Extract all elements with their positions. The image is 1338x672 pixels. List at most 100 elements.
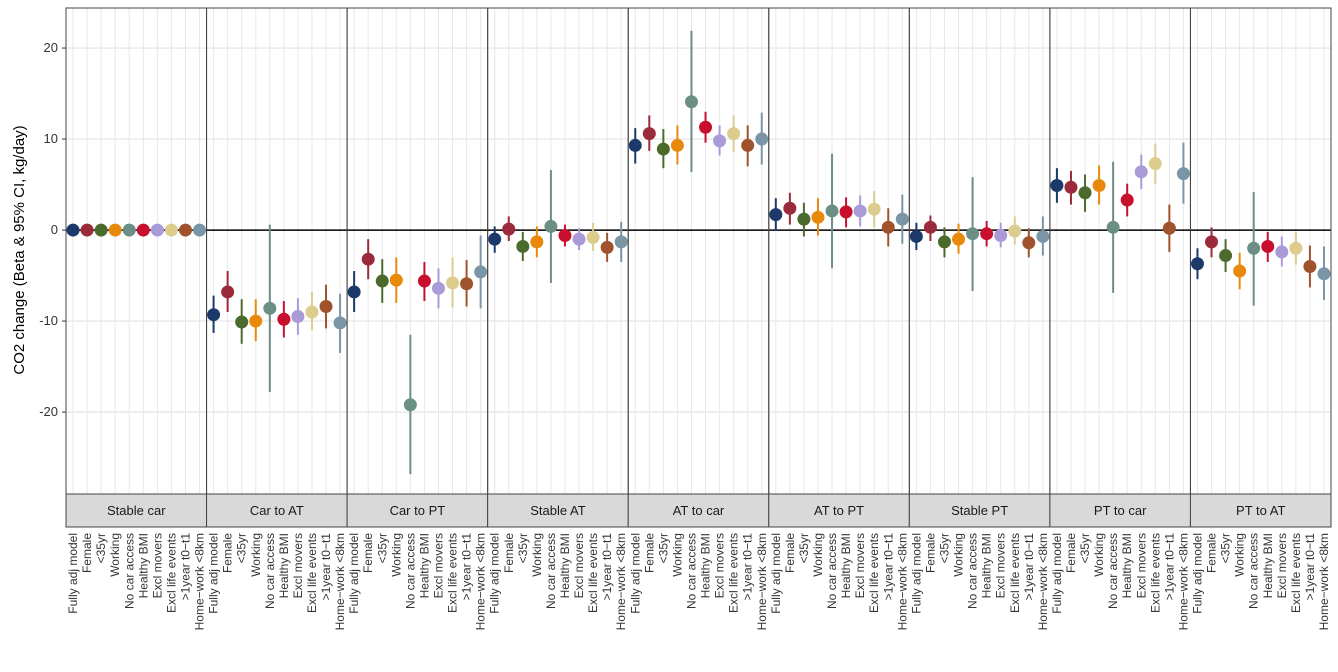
x-tick-label: Working [1233,533,1247,577]
x-tick-label: Excl life events [1008,533,1022,613]
point [1050,178,1064,192]
strip [1049,493,1191,528]
point [811,210,825,224]
point [249,314,263,328]
point [1036,229,1050,243]
point [333,316,347,330]
strip-label: Stable car [107,503,166,518]
x-tick-label: Home−work <8km [1317,533,1331,630]
x-tick-label: <35yr [1078,533,1092,563]
x-tick-label: Fully adj model [488,533,502,614]
point [207,308,221,322]
x-tick-label: >1year t0−t1 [741,533,755,601]
x-tick-label: Fully adj model [1190,533,1204,614]
point [291,310,305,324]
x-tick-label: <35yr [94,533,108,563]
strip-label: Stable PT [951,503,1008,518]
point [1275,245,1289,259]
point [1205,235,1219,249]
x-tick-label: >1year t0−t1 [1162,533,1176,601]
x-tick-label: Working [1092,533,1106,577]
point [839,205,853,219]
point [600,240,614,254]
x-tick-label: Excl movers [431,533,445,598]
point [797,212,811,226]
point [305,305,319,319]
x-tick-label: Female [502,533,516,573]
point [1134,165,1148,179]
point [516,239,530,253]
x-tick-label: Healthy BMI [136,533,150,598]
strip [908,493,1051,528]
x-tick-label: >1year t0−t1 [600,533,614,601]
point [1106,220,1120,234]
x-tick-label: Excl movers [713,533,727,598]
x-tick-label: Excl movers [291,533,305,598]
x-tick-label: <35yr [235,533,249,563]
x-tick-label: Female [221,533,235,573]
y-tick-label: -20 [39,404,58,419]
point [361,252,375,266]
point [530,235,544,249]
y-tick-label: -10 [39,313,58,328]
x-tick-label: Female [923,533,937,573]
point [431,281,445,295]
x-tick-label: Excl movers [1134,533,1148,598]
x-tick-label: Excl movers [572,533,586,598]
point [1247,241,1261,255]
point [699,120,713,134]
x-tick-label: No car access [403,533,417,609]
x-tick-label: <35yr [375,533,389,563]
x-tick-label: Fully adj model [628,533,642,614]
point [1022,236,1036,250]
x-tick-label: >1year t0−t1 [1303,533,1317,601]
x-tick-label: Fully adj model [1050,533,1064,614]
point [108,223,122,237]
x-tick-label: Home−work <8km [755,533,769,630]
x-tick-label: No car access [1106,533,1120,609]
x-tick-label: <35yr [937,533,951,563]
x-tick-label: >1year t0−t1 [460,533,474,601]
point [881,220,895,234]
point [1219,249,1233,263]
x-tick-label: Female [1205,533,1219,573]
x-tick-label: No car access [684,533,698,609]
point [1261,239,1275,253]
strip-label: Stable AT [530,503,585,518]
x-tick-label: Excl life events [446,533,460,613]
point [825,204,839,218]
point [150,223,164,237]
strip [65,493,208,528]
x-tick-label: Home−work <8km [193,533,207,630]
x-tick-label: Healthy BMI [277,533,291,598]
strip-label: PT to car [1094,503,1147,518]
point [586,230,600,244]
point [769,208,783,222]
x-tick-label: Healthy BMI [417,533,431,598]
point [895,212,909,226]
point [178,223,192,237]
x-tick-label: Healthy BMI [699,533,713,598]
point [755,132,769,146]
y-tick-label: 10 [44,131,58,146]
x-tick-label: Fully adj model [66,533,80,614]
point [783,201,797,215]
strip [487,493,629,528]
point [1148,157,1162,171]
x-tick-label: Healthy BMI [558,533,572,598]
x-tick-label: No car access [122,533,136,609]
x-tick-label: Working [670,533,684,577]
x-tick-label: Home−work <8km [1176,533,1190,630]
point [1064,180,1078,194]
point [1233,264,1247,278]
x-tick-label: Female [783,533,797,573]
point [952,232,966,246]
x-tick-label: Excl life events [1289,533,1303,613]
x-tick-label: Home−work <8km [1036,533,1050,630]
x-tick-label: Healthy BMI [1120,533,1134,598]
point [502,222,516,236]
strip-label: Car to AT [250,503,304,518]
strip-label: Car to PT [390,503,446,518]
point [670,138,684,152]
point [122,223,136,237]
